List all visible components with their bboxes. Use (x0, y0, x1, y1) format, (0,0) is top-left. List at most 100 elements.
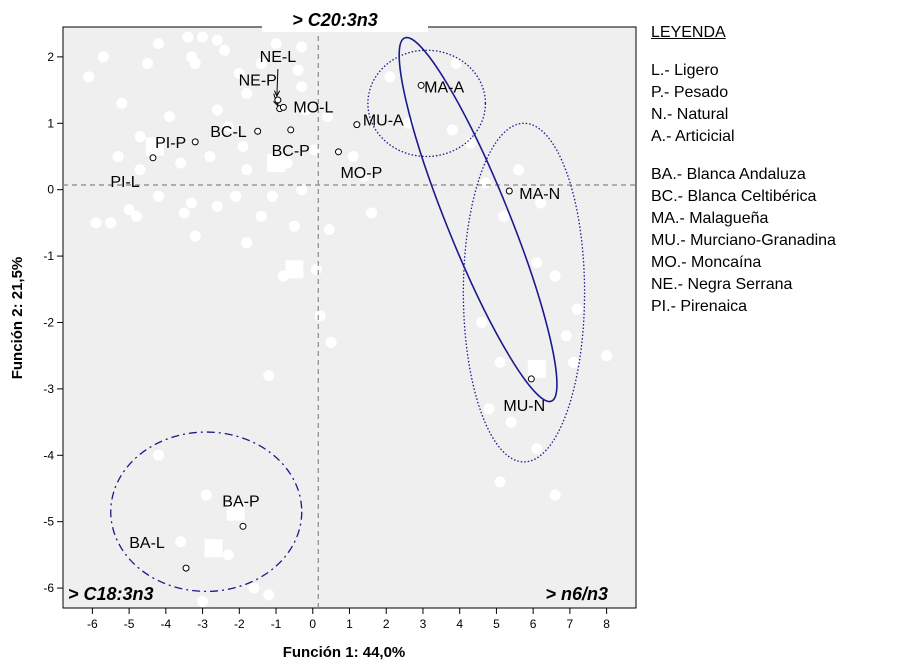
background-point (226, 502, 245, 521)
x-tick-label: 1 (346, 617, 353, 631)
background-point (498, 210, 510, 222)
legend-item: MA.- Malagueña (651, 210, 769, 227)
y-tick-label: -1 (43, 249, 54, 263)
background-point (476, 316, 488, 328)
x-tick-label: -4 (161, 617, 172, 631)
x-tick-label: -1 (271, 617, 282, 631)
background-point (494, 356, 506, 368)
background-points (83, 31, 613, 607)
background-point (83, 71, 95, 83)
background-point (285, 260, 304, 279)
background-point (175, 536, 187, 548)
centroid-label: MA-A (424, 79, 464, 96)
background-point (219, 44, 231, 56)
centroid-label: MO-L (293, 99, 333, 116)
background-point (237, 141, 249, 153)
background-point (299, 104, 311, 116)
legend-item: PI.- Pirenaica (651, 298, 748, 315)
background-point (296, 81, 308, 93)
x-tick-label: 5 (493, 617, 500, 631)
background-point (241, 237, 253, 249)
group-ellipses (110, 36, 586, 593)
legend-title: LEYENDA (651, 24, 726, 41)
background-point (90, 217, 102, 229)
background-point (211, 200, 223, 212)
corner-labels: > C20:3n3 > C18:3n3 > n6/n3 (68, 6, 608, 604)
background-point (266, 190, 278, 202)
y-tick-label: -5 (43, 515, 54, 529)
background-point (450, 58, 462, 70)
centroid-label: BC-P (272, 143, 310, 160)
background-point (384, 71, 396, 83)
label-arrow (276, 69, 279, 97)
legend-item: NE.- Negra Serrana (651, 276, 793, 293)
background-point (494, 476, 506, 488)
background-point (321, 111, 333, 123)
legend-breed-list: BA.- Blanca Andaluza BC.- Blanca Celtibé… (651, 164, 836, 318)
background-point (112, 150, 124, 162)
centroid-marker (182, 564, 190, 572)
centroid-label: BA-L (129, 535, 165, 552)
axes: -6 -5 -4 -3 -2 -1 0 1 2 3 4 5 6 7 8 2 1 0 -1 -2 -3 -4 -5 -6 (43, 50, 610, 631)
x-tick-label: -2 (234, 617, 245, 631)
centroid-label: MU-N (503, 398, 545, 415)
background-point (97, 51, 109, 63)
centroid-label: NE-P (239, 73, 277, 90)
background-point (512, 164, 524, 176)
background-point (505, 416, 517, 428)
reference-lines (63, 27, 636, 608)
background-point (134, 164, 146, 176)
centroid-marker (417, 81, 425, 89)
centroid-marker (191, 138, 199, 146)
y-tick-label: -2 (43, 315, 54, 329)
background-point (531, 443, 543, 455)
x-tick-label: 6 (530, 617, 537, 631)
background-point (309, 144, 321, 156)
background-point (549, 270, 561, 282)
y-tick-label: 1 (47, 116, 54, 130)
x-tick-label: 8 (603, 617, 610, 631)
y-tick-label: -3 (43, 382, 54, 396)
centroid-marker (239, 522, 247, 530)
x-tick-label: 3 (420, 617, 427, 631)
background-point (222, 121, 234, 133)
background-point (527, 359, 546, 378)
background-point (314, 310, 326, 322)
group-ellipse-dotted (367, 49, 487, 158)
background-point (189, 230, 201, 242)
background-point (186, 197, 198, 209)
legend-size-list: L.- Ligero P.- Pesado N.- Natural A.- Ar… (651, 60, 836, 148)
background-point (560, 330, 572, 342)
legend-item: MO.- Moncaína (651, 254, 762, 271)
group-ellipse-dotted (462, 122, 586, 463)
legend-item: P.- Pesado (651, 84, 729, 101)
legend: LEYENDA L.- Ligero P.- Pesado N.- Natura… (651, 22, 836, 318)
background-point (358, 170, 370, 182)
background-point (186, 51, 198, 63)
background-point (200, 489, 212, 501)
background-point (549, 489, 561, 501)
background-point (204, 150, 216, 162)
background-point (601, 350, 613, 362)
centroid-label: MO-P (340, 165, 382, 182)
legend-item: BA.- Blanca Andaluza (651, 166, 806, 183)
centroid-label: BA-P (222, 493, 259, 510)
centroid-label: PI-P (155, 135, 186, 152)
background-point (230, 190, 242, 202)
corner-label-bottom-left: > C18:3n3 (68, 584, 154, 604)
x-tick-label: 4 (456, 617, 463, 631)
centroid-marker (527, 375, 535, 383)
legend-spacer (651, 148, 836, 164)
background-point (571, 303, 583, 315)
legend-item: N.- Natural (651, 106, 729, 123)
plot-area (62, 26, 637, 609)
background-point (233, 67, 245, 79)
centroid-marker (254, 127, 262, 135)
background-point (197, 595, 209, 607)
background-point (178, 207, 190, 219)
legend-item: MU.- Murciano-Granadina (651, 232, 836, 249)
background-point (323, 224, 335, 236)
legend-item: L.- Ligero (651, 62, 719, 79)
y-tick-label: -4 (43, 448, 54, 462)
background-point (153, 190, 164, 202)
